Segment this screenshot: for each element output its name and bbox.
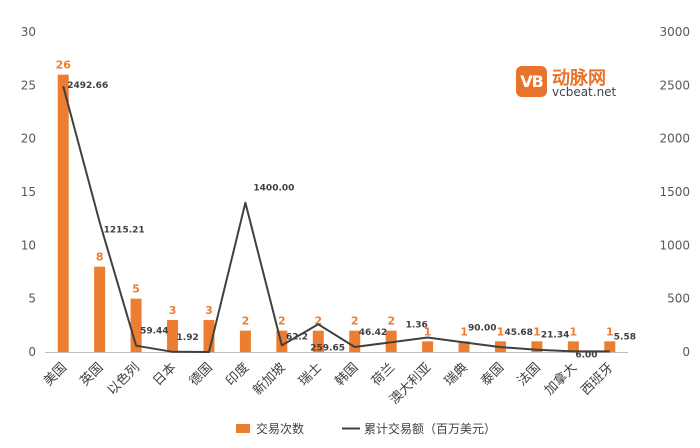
y-right-tick-label: 2000 [659,132,690,146]
x-category-label: 西班牙 [578,360,616,398]
x-category-label: 日本 [150,360,179,389]
bar-value-label: 1 [533,325,541,338]
legend-line-label: 累计交易额（百万美元） [364,421,496,436]
cumulative-amount-line [62,85,610,353]
line-value-label: 259.65 [310,343,345,353]
bar-value-label: 1 [570,325,578,338]
legend-bar-swatch [236,424,250,433]
bar-value-label: 3 [169,304,177,317]
bar-value-label: 26 [56,59,72,72]
bar-4 [167,320,179,352]
bar-16 [604,341,616,352]
y-left-tick-label: 10 [21,238,36,252]
vb-logo-icon: VB [516,66,547,97]
x-category-label: 新加坡 [250,360,289,399]
y-left-tick-label: 25 [21,78,36,92]
line-value-label: 45.68 [504,328,532,338]
logo-brand-name: 动脉网 [552,68,606,89]
line-value-label: 2492.66 [67,81,108,91]
bar-9 [349,330,361,352]
bar-14 [531,341,543,352]
x-category-label: 美国 [41,360,70,389]
y-left-tick-label: 5 [28,292,36,306]
y-right-tick-label: 2500 [659,78,690,92]
line-value-label: 62.2 [286,332,308,342]
x-category-label: 荷兰 [369,360,398,389]
bar-3 [130,298,142,352]
bar-12 [458,341,470,352]
y-left-tick-label: 0 [28,345,36,359]
line-value-label: 6.00 [575,350,597,360]
legend-bar-label: 交易次数 [256,421,304,436]
x-category-label: 泰国 [478,360,507,389]
bar-11 [422,341,434,352]
x-category-label: 韩国 [333,360,362,389]
y-right-tick-label: 1000 [659,238,690,252]
bar-value-label: 1 [497,325,505,338]
line-value-label: 90.00 [468,323,496,333]
bar-1 [57,74,69,353]
line-value-label: 46.42 [359,328,387,338]
bar-2 [94,266,106,352]
y-left-tick-label: 20 [21,132,36,146]
bar-value-label: 2 [314,315,322,328]
x-category-label: 德国 [187,360,216,389]
line-value-label: 1400.00 [253,184,294,194]
bar-8 [312,330,324,352]
bar-value-label: 5 [132,283,140,296]
line-value-label: 21.34 [541,331,569,341]
y-right-tick-label: 0 [682,345,690,359]
x-category-label: 印度 [223,360,253,390]
bar-value-label: 2 [242,315,250,328]
x-category-label: 加拿大 [541,360,580,399]
bar-value-label: 1 [460,325,468,338]
vcbeat-logo: VB 动脉网 vcbeat.net [516,66,628,100]
bar-value-label: 2 [278,315,286,328]
y-left-tick-label: 30 [21,25,36,39]
line-value-label: 59.44 [140,327,168,337]
x-category-label: 瑞士 [296,360,325,389]
x-category-label: 以色列 [104,360,143,399]
bar-value-label: 1 [424,325,432,338]
bar-value-label: 1 [606,325,614,338]
x-category-label: 法国 [515,360,544,389]
y-right-tick-label: 3000 [659,25,690,39]
bar-6 [239,330,251,352]
line-value-label: 1.36 [406,320,428,330]
bar-5 [203,320,215,352]
bar-15 [567,341,579,352]
bar-value-label: 8 [96,251,104,264]
x-category-label: 英国 [77,360,106,389]
x-category-label: 瑞典 [442,360,471,389]
line-value-label: 5.58 [614,332,636,342]
y-right-tick-label: 500 [667,292,690,306]
logo-url: vcbeat.net [552,85,617,99]
y-left-tick-label: 15 [21,185,36,199]
line-value-label: 1.92 [177,333,199,343]
y-right-tick-label: 1500 [659,185,690,199]
bar-value-label: 2 [351,315,359,328]
bar-value-label: 3 [205,304,213,317]
line-value-label: 1215.21 [104,225,145,235]
bar-value-label: 2 [387,315,395,328]
bar-7 [276,330,288,352]
